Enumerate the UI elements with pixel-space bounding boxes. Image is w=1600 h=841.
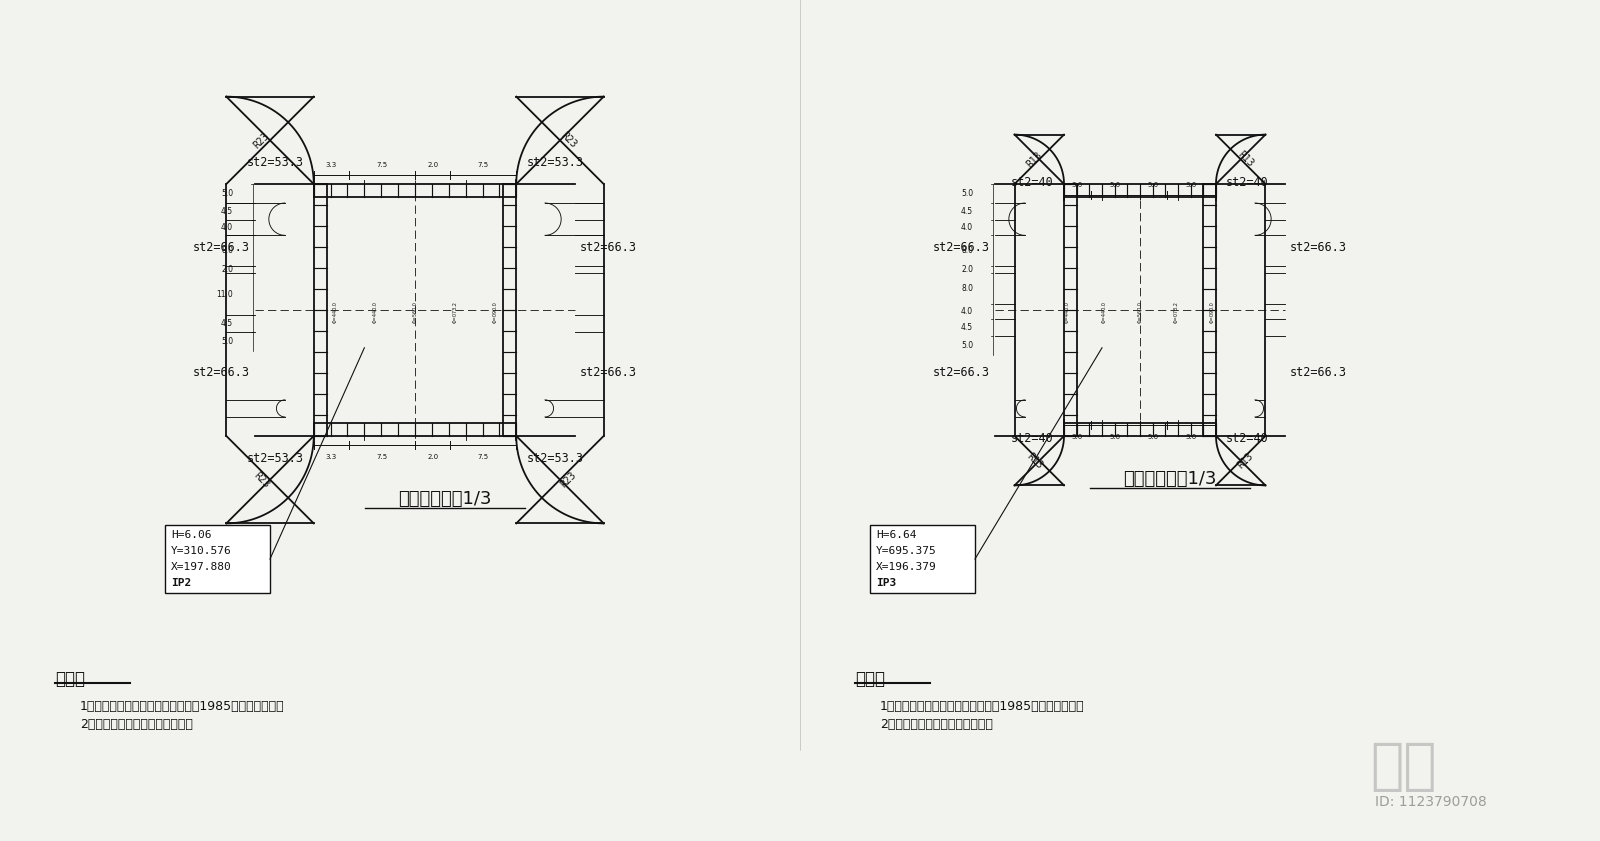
Text: 5.0: 5.0 xyxy=(221,337,234,346)
Text: 7.5: 7.5 xyxy=(478,454,490,460)
Text: Φ=560.0: Φ=560.0 xyxy=(1138,301,1142,323)
Text: IP3: IP3 xyxy=(877,578,896,588)
Text: 3.0: 3.0 xyxy=(1186,434,1197,440)
Text: Φ=440.0: Φ=440.0 xyxy=(373,301,378,323)
Text: st2=66.3: st2=66.3 xyxy=(933,367,990,379)
Text: st2=66.3: st2=66.3 xyxy=(194,241,250,253)
Text: 4.0: 4.0 xyxy=(962,223,973,232)
Text: Φ=073.2: Φ=073.2 xyxy=(1174,301,1179,323)
Text: 3.0: 3.0 xyxy=(1186,182,1197,188)
Text: R13: R13 xyxy=(1235,451,1256,470)
Text: 7.5: 7.5 xyxy=(478,162,490,168)
Text: st2=40: st2=40 xyxy=(1011,176,1054,188)
Text: 3.0: 3.0 xyxy=(1072,182,1083,188)
Text: 1、本图尺寸单位均以米计，标高属1985年国家高程系。: 1、本图尺寸单位均以米计，标高属1985年国家高程系。 xyxy=(80,700,285,713)
Text: st2=40: st2=40 xyxy=(1226,431,1269,445)
Text: st2=40: st2=40 xyxy=(1226,176,1269,188)
Text: st2=66.3: st2=66.3 xyxy=(1290,367,1347,379)
Text: 5.0: 5.0 xyxy=(1147,434,1158,440)
Text: 8.0: 8.0 xyxy=(962,246,973,255)
Text: R23: R23 xyxy=(251,130,270,150)
Bar xyxy=(870,525,974,593)
Text: 4.5: 4.5 xyxy=(221,320,234,328)
Text: st2=66.3: st2=66.3 xyxy=(1290,241,1347,253)
Text: st2=66.3: st2=66.3 xyxy=(579,367,637,379)
Text: st2=66.3: st2=66.3 xyxy=(933,241,990,253)
Text: 4.0: 4.0 xyxy=(221,223,234,232)
Text: 5.0: 5.0 xyxy=(1147,182,1158,188)
Text: 5.0: 5.0 xyxy=(1110,182,1122,188)
Text: st2=53.3: st2=53.3 xyxy=(246,452,304,464)
Text: Φ=440.0: Φ=440.0 xyxy=(1066,301,1070,323)
Text: 4.5: 4.5 xyxy=(221,207,234,216)
Text: st2=66.3: st2=66.3 xyxy=(579,241,637,253)
Text: 2.0: 2.0 xyxy=(427,454,438,460)
Text: st2=53.3: st2=53.3 xyxy=(246,156,304,168)
Text: Φ=440.0: Φ=440.0 xyxy=(333,301,338,323)
Text: 11.0: 11.0 xyxy=(216,290,234,299)
Bar xyxy=(165,525,270,593)
Text: X=197.880: X=197.880 xyxy=(171,562,232,572)
Text: 2.0: 2.0 xyxy=(427,162,438,168)
Text: X=196.379: X=196.379 xyxy=(877,562,936,572)
Text: H=6.06: H=6.06 xyxy=(171,530,211,540)
Text: 说明：: 说明： xyxy=(854,670,885,688)
Text: 5.0: 5.0 xyxy=(962,341,973,350)
Text: 2.0: 2.0 xyxy=(221,265,234,274)
Text: 知末: 知末 xyxy=(1370,740,1437,794)
Text: 4.0: 4.0 xyxy=(962,307,973,316)
Text: Y=310.576: Y=310.576 xyxy=(171,546,232,556)
Text: st2=66.3: st2=66.3 xyxy=(194,367,250,379)
Text: Y=695.375: Y=695.375 xyxy=(877,546,936,556)
Text: 8.0: 8.0 xyxy=(221,246,234,255)
Text: 3.0: 3.0 xyxy=(1072,434,1083,440)
Text: 7.5: 7.5 xyxy=(376,454,387,460)
Text: 2、坐标属杭州市独立坐标系统。: 2、坐标属杭州市独立坐标系统。 xyxy=(80,718,194,731)
Text: ID: 1123790708: ID: 1123790708 xyxy=(1374,795,1486,809)
Text: 说明：: 说明： xyxy=(54,670,85,688)
Text: R23: R23 xyxy=(251,470,270,489)
Text: 交叉口平面图1/3: 交叉口平面图1/3 xyxy=(1123,470,1216,488)
Text: 2、坐标属杭州市独立坐标系统。: 2、坐标属杭州市独立坐标系统。 xyxy=(880,718,994,731)
Text: IP2: IP2 xyxy=(171,578,192,588)
Text: R13: R13 xyxy=(1235,150,1256,169)
Text: 8.0: 8.0 xyxy=(962,284,973,293)
Text: st2=40: st2=40 xyxy=(1011,431,1054,445)
Text: 3.3: 3.3 xyxy=(326,162,338,168)
Text: st2=53.3: st2=53.3 xyxy=(526,156,584,168)
Text: 5.0: 5.0 xyxy=(962,189,973,198)
Text: Φ=090.0: Φ=090.0 xyxy=(1210,301,1214,323)
Text: 4.5: 4.5 xyxy=(962,323,973,332)
Text: 5.0: 5.0 xyxy=(221,189,234,198)
Text: Φ=090.0: Φ=090.0 xyxy=(493,301,498,323)
Text: 3.3: 3.3 xyxy=(326,454,338,460)
Text: 4.5: 4.5 xyxy=(962,207,973,216)
Text: R13: R13 xyxy=(1024,451,1045,470)
Text: R23: R23 xyxy=(558,130,579,150)
Text: 5.0: 5.0 xyxy=(1110,434,1122,440)
Text: Φ=073.2: Φ=073.2 xyxy=(453,301,458,323)
Text: R23: R23 xyxy=(558,470,579,489)
Text: 1、本图尺寸单位均以米计，标高属1985年国家高程系。: 1、本图尺寸单位均以米计，标高属1985年国家高程系。 xyxy=(880,700,1085,713)
Text: Φ=560.0: Φ=560.0 xyxy=(413,301,418,323)
Text: R13: R13 xyxy=(1024,150,1045,169)
Text: Φ=440.0: Φ=440.0 xyxy=(1101,301,1106,323)
Text: 2.0: 2.0 xyxy=(962,265,973,274)
Text: 7.5: 7.5 xyxy=(376,162,387,168)
Text: 交叉口平面图1/3: 交叉口平面图1/3 xyxy=(398,490,491,508)
Text: H=6.64: H=6.64 xyxy=(877,530,917,540)
Text: st2=53.3: st2=53.3 xyxy=(526,452,584,464)
